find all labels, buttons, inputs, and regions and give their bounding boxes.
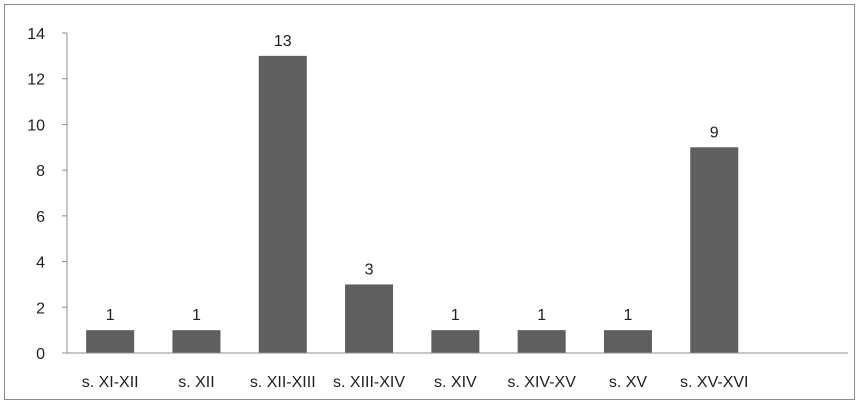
y-axis-ticks: 0 2 4 6 8 10 12 14 <box>27 26 67 363</box>
x-category-label: s. XI-XII <box>82 374 139 391</box>
bar-value-label: 1 <box>192 307 201 324</box>
x-category-label: s. XIII-XIV <box>333 374 405 391</box>
bars <box>86 55 739 353</box>
y-tick-label: 0 <box>36 346 45 363</box>
bar <box>431 330 480 353</box>
x-category-label: s. XV-XVI <box>680 374 748 391</box>
bar-value-label: 1 <box>537 307 546 324</box>
x-category-label: s. XV <box>609 374 648 391</box>
data-labels: 1 1 13 3 1 1 1 9 <box>106 33 719 324</box>
x-category-label: s. XII <box>178 374 214 391</box>
bar <box>603 330 652 353</box>
y-tick-label: 2 <box>36 300 45 317</box>
x-axis-labels: s. XI-XII s. XII s. XII-XIII s. XIII-XIV s. … <box>82 374 749 391</box>
y-tick-label: 4 <box>36 255 45 272</box>
bar <box>345 284 394 353</box>
y-tick-label: 12 <box>27 72 45 89</box>
y-tick-label: 8 <box>36 163 45 180</box>
bar-value-label: 1 <box>106 307 115 324</box>
y-tick-label: 6 <box>36 209 45 226</box>
bar <box>690 147 739 353</box>
x-category-label: s. XII-XIII <box>250 374 316 391</box>
bar <box>172 330 221 353</box>
bar-value-label: 3 <box>365 261 374 278</box>
bar-value-label: 13 <box>274 33 292 50</box>
x-category-label: s. XIV <box>434 374 477 391</box>
bar <box>258 55 307 353</box>
x-category-label: s. XIV-XV <box>507 374 576 391</box>
y-tick-label: 14 <box>27 26 45 43</box>
bar-value-label: 1 <box>451 307 460 324</box>
bar-value-label: 1 <box>623 307 632 324</box>
bar <box>86 330 135 353</box>
bar <box>517 330 566 353</box>
bar-value-label: 9 <box>710 124 719 141</box>
y-tick-label: 10 <box>27 117 45 134</box>
